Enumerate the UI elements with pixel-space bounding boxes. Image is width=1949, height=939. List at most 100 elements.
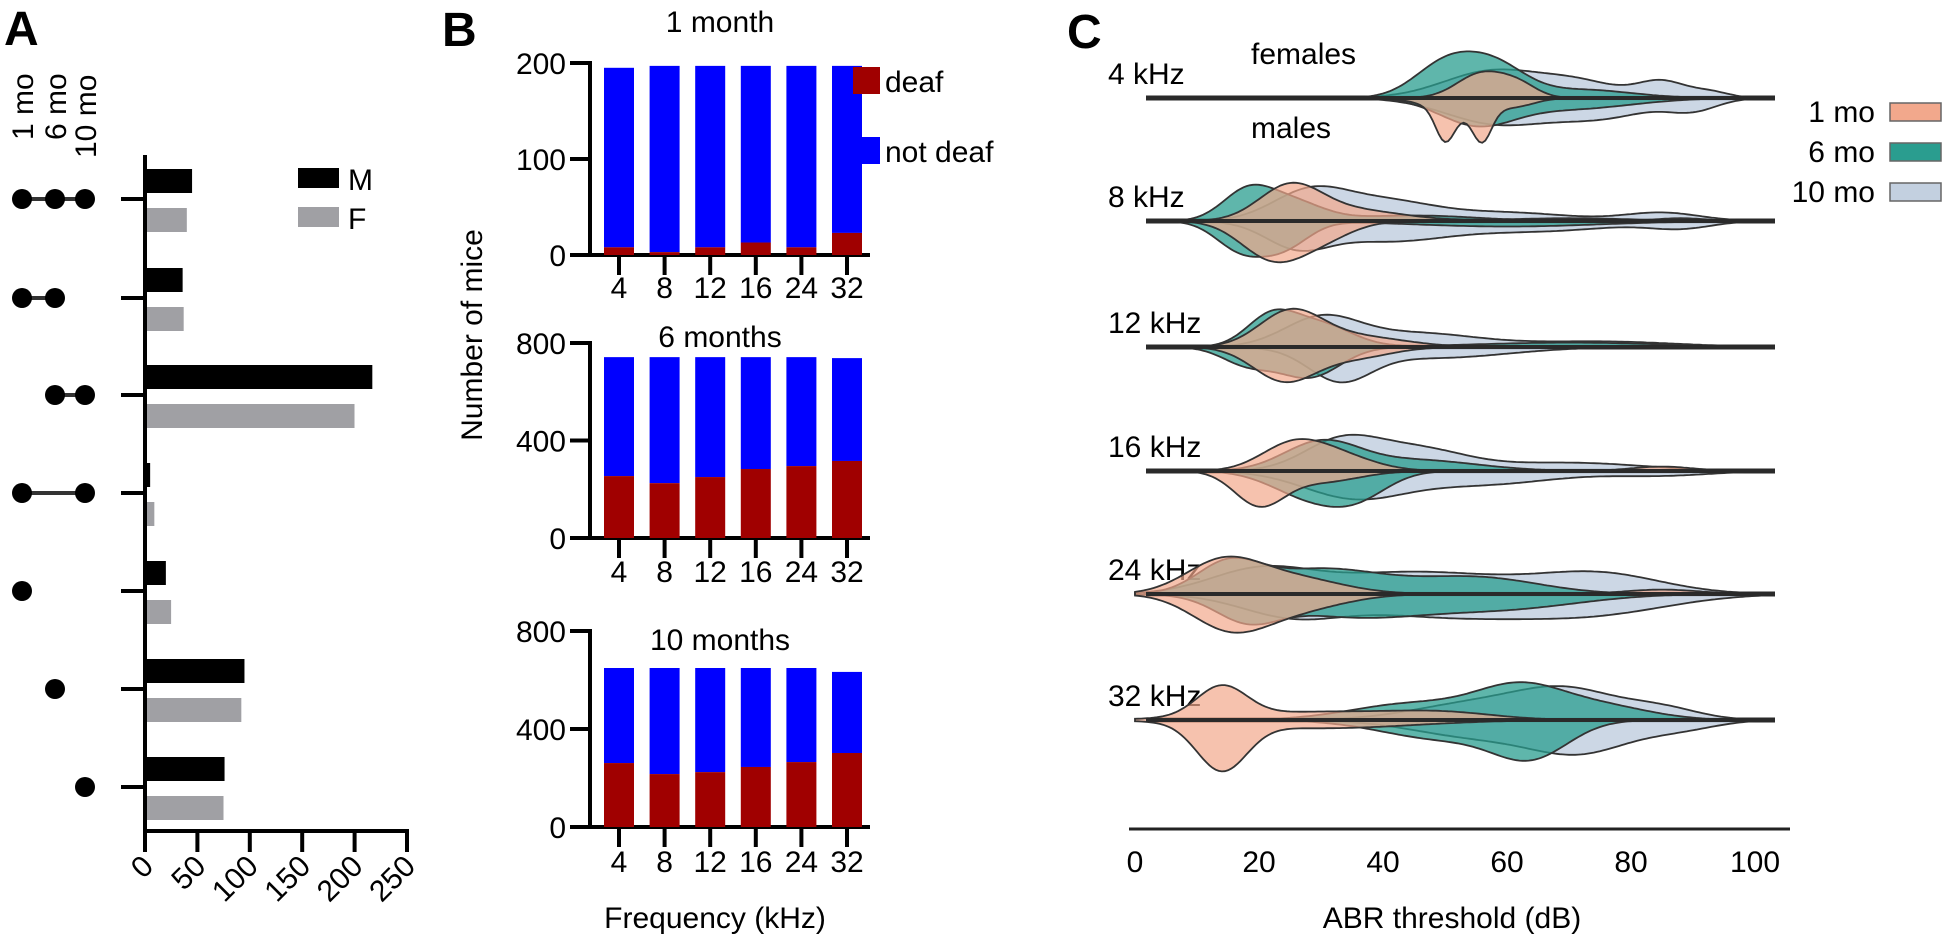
subplot-2: 10 months 0 400 800 4 8 12 16 24 32 [516,616,870,879]
y-tick-label: 400 [516,426,566,459]
bar-f [147,698,242,722]
combination-dot [12,581,32,601]
legend-label: F [348,203,366,236]
bar-deaf [695,477,726,538]
combination-dot [12,189,32,209]
x-tick-label: 12 [694,556,727,589]
x-tick-label: 32 [830,272,863,305]
combination-dot [75,483,95,503]
y-tick-label: 0 [549,523,566,556]
bar-not-deaf [604,667,634,764]
bar-m [147,561,166,585]
column-label: 6 mo [40,73,73,140]
bar-deaf [740,242,771,255]
violin-row-24-khz: 24 kHz [1108,554,1775,634]
bar-deaf [604,763,634,827]
combination-dot [45,288,65,308]
legend-label: 6 mo [1808,136,1875,169]
bar-m [147,268,183,292]
x-axis-label: Frequency (kHz) [604,902,826,935]
combination-dot [75,385,95,405]
bar-deaf [786,247,817,255]
x-tick-label: 100 [1730,846,1780,879]
combination-dot [45,189,65,209]
x-tick-label: 250 [363,850,422,909]
annotation-females: females [1251,38,1356,71]
legend-label: deaf [885,66,944,99]
legend-label: not deaf [885,136,994,169]
bar-deaf [695,772,726,827]
x-tick-label: 16 [739,556,772,589]
combination-dot [75,189,95,209]
violin-row-8-khz: 8 kHz [1108,181,1775,264]
bar-deaf [786,762,817,827]
row-label: 12 kHz [1108,307,1201,340]
x-tick-label: 60 [1490,846,1523,879]
bar-not-deaf [649,357,680,484]
bar-not-deaf [832,358,862,461]
bar-not-deaf [695,65,726,248]
bar-not-deaf [786,357,817,467]
bar-not-deaf [740,65,771,243]
legend-swatch-10-mo [1889,182,1942,202]
bar-deaf [695,247,726,255]
bar-not-deaf [695,667,726,773]
legend-swatch-not-deaf [853,137,880,164]
y-axis-label: Number of mice [456,229,489,441]
row-label: 4 kHz [1108,58,1185,91]
bar-m [147,365,373,389]
bar-not-deaf [740,667,771,767]
row-label: 8 kHz [1108,181,1185,214]
x-tick-label: 80 [1614,846,1647,879]
bar-not-deaf [695,357,726,478]
bar-not-deaf [786,667,817,763]
x-tick-label: 50 [165,850,212,897]
legend-label: 10 mo [1792,176,1875,209]
x-tick-label: 4 [611,272,628,305]
x-tick-label: 8 [656,272,673,305]
x-tick-label: 24 [785,846,818,879]
bar-m [147,463,151,487]
x-tick-label: 8 [656,556,673,589]
x-axis-label: ABR threshold (dB) [1323,902,1581,935]
bar-deaf [832,232,862,255]
subplot-title: 10 months [650,624,790,657]
combination-dot [12,288,32,308]
bar-f [147,600,172,624]
x-tick-label: 0 [125,850,160,885]
x-tick-label: 4 [611,846,628,879]
legend-swatch-deaf [853,67,880,94]
panel-label-b: B [442,4,477,57]
bar-m [147,659,245,683]
bar-not-deaf [649,65,680,253]
legend-label: M [348,164,373,197]
bar-deaf [832,460,862,538]
x-tick-label: 16 [739,272,772,305]
combination-dot [45,385,65,405]
subplot-0: 1 month 0 100 200 4 8 12 16 24 32 [516,6,870,305]
column-label: 1 mo [7,73,40,140]
x-tick-label: 200 [311,850,370,909]
bar-f [147,208,187,232]
bar-not-deaf [604,67,634,248]
bar-deaf [740,469,771,538]
combination-dot [75,777,95,797]
bar-not-deaf [740,357,771,470]
bar-f [147,307,184,331]
panel-label-c: C [1067,6,1102,59]
x-tick-label: 24 [785,556,818,589]
bar-not-deaf [832,671,862,754]
violin-row-16-khz: 16 kHz [1108,431,1775,508]
y-tick-label: 100 [516,144,566,177]
violin-row-32-khz: 32 kHz [1108,680,1775,773]
bar-f [147,502,155,526]
x-tick-label: 20 [1242,846,1275,879]
bar-deaf [604,476,634,538]
bar-not-deaf [649,667,680,775]
bar-m [147,169,193,193]
column-label: 10 mo [70,75,103,158]
bar-deaf [649,252,680,255]
panel-label-a: A [4,3,39,56]
